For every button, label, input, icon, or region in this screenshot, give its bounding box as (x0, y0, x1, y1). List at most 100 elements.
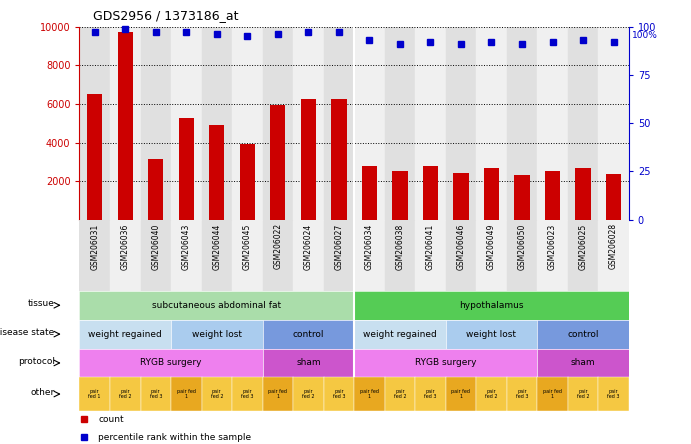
Text: GSM206028: GSM206028 (609, 223, 618, 270)
Bar (117, 32, 133, 220)
Text: GSM206044: GSM206044 (212, 223, 221, 270)
Bar (323, 27, 354, 220)
Text: count: count (98, 415, 124, 424)
Bar (476, 27, 507, 220)
Bar (148, 159, 163, 220)
Text: subcutaneous abdominal fat: subcutaneous abdominal fat (152, 301, 281, 310)
Text: GSM206034: GSM206034 (365, 223, 374, 270)
Text: pair
fed 2: pair fed 2 (211, 388, 223, 400)
Text: pair
fed 3: pair fed 3 (241, 388, 254, 400)
Text: GSM206041: GSM206041 (426, 223, 435, 270)
Bar (598, 27, 629, 220)
Bar (87, 94, 102, 220)
Text: GSM206040: GSM206040 (151, 223, 160, 270)
Text: tissue: tissue (28, 299, 55, 308)
Text: pair
fed 3: pair fed 3 (149, 388, 162, 400)
Text: hypothalamus: hypothalamus (460, 301, 524, 310)
Bar (110, 220, 140, 291)
Text: sham: sham (296, 358, 321, 368)
Text: percentile rank within the sample: percentile rank within the sample (98, 433, 252, 442)
Bar (538, 220, 568, 291)
Bar (202, 220, 232, 291)
Text: RYGB surgery: RYGB surgery (140, 358, 202, 368)
Text: GSM206049: GSM206049 (487, 223, 496, 270)
Text: pair
fed 2: pair fed 2 (119, 388, 131, 400)
Text: pair fed
1: pair fed 1 (268, 388, 287, 400)
Bar (514, 175, 529, 220)
Bar (362, 166, 377, 220)
Bar (171, 27, 202, 220)
Bar (415, 220, 446, 291)
Text: GSM206046: GSM206046 (457, 223, 466, 270)
Text: GSM206027: GSM206027 (334, 223, 343, 270)
Bar (598, 220, 629, 291)
Bar (263, 27, 293, 220)
Text: control: control (292, 329, 324, 339)
Bar (568, 220, 598, 291)
Text: weight lost: weight lost (192, 329, 242, 339)
Bar (270, 105, 285, 220)
Text: pair
fed 1: pair fed 1 (88, 388, 101, 400)
Bar (263, 220, 293, 291)
Bar (240, 144, 255, 220)
Text: pair fed
1: pair fed 1 (451, 388, 471, 400)
Text: GSM206045: GSM206045 (243, 223, 252, 270)
Bar (576, 168, 591, 220)
Bar (323, 220, 354, 291)
Bar (415, 27, 446, 220)
Bar (606, 174, 621, 220)
Text: GSM206043: GSM206043 (182, 223, 191, 270)
Bar (354, 27, 385, 220)
Text: sham: sham (571, 358, 596, 368)
Bar (331, 99, 346, 220)
Bar (446, 220, 476, 291)
Bar (423, 166, 438, 220)
Text: GSM206031: GSM206031 (91, 223, 100, 270)
Bar (293, 220, 323, 291)
Bar (202, 27, 232, 220)
Text: pair
fed 2: pair fed 2 (485, 388, 498, 400)
Bar (385, 27, 415, 220)
Bar (507, 27, 537, 220)
Text: protocol: protocol (18, 357, 55, 366)
Bar (179, 119, 194, 220)
Text: GSM206022: GSM206022 (274, 223, 283, 270)
Bar (453, 174, 468, 220)
Text: pair
fed 2: pair fed 2 (577, 388, 589, 400)
Bar (385, 220, 415, 291)
Text: weight regained: weight regained (88, 329, 162, 339)
Bar (79, 27, 110, 220)
Bar (140, 27, 171, 220)
Text: GSM206025: GSM206025 (578, 223, 587, 270)
Text: GDS2956 / 1373186_at: GDS2956 / 1373186_at (93, 9, 239, 22)
Text: pair
fed 2: pair fed 2 (302, 388, 314, 400)
Text: pair
fed 3: pair fed 3 (424, 388, 437, 400)
Text: pair
fed 2: pair fed 2 (394, 388, 406, 400)
Text: GSM206024: GSM206024 (304, 223, 313, 270)
Text: weight regained: weight regained (363, 329, 437, 339)
Bar (232, 27, 263, 220)
Text: pair
fed 3: pair fed 3 (607, 388, 620, 400)
Text: control: control (567, 329, 599, 339)
Text: weight lost: weight lost (466, 329, 516, 339)
Text: pair fed
1: pair fed 1 (177, 388, 196, 400)
Bar (209, 125, 225, 220)
Text: GSM206050: GSM206050 (518, 223, 527, 270)
Text: pair
fed 3: pair fed 3 (332, 388, 345, 400)
Text: pair fed
1: pair fed 1 (360, 388, 379, 400)
Bar (446, 27, 476, 220)
Bar (171, 220, 202, 291)
Bar (476, 220, 507, 291)
Bar (545, 171, 560, 220)
Text: GSM206023: GSM206023 (548, 223, 557, 270)
Bar (140, 220, 171, 291)
Bar (484, 168, 499, 220)
Bar (79, 220, 110, 291)
Bar (232, 220, 263, 291)
Text: RYGB surgery: RYGB surgery (415, 358, 477, 368)
Text: GSM206036: GSM206036 (121, 223, 130, 270)
Text: 100%: 100% (632, 31, 658, 40)
Bar (537, 27, 568, 220)
Bar (392, 170, 408, 220)
Bar (354, 220, 385, 291)
